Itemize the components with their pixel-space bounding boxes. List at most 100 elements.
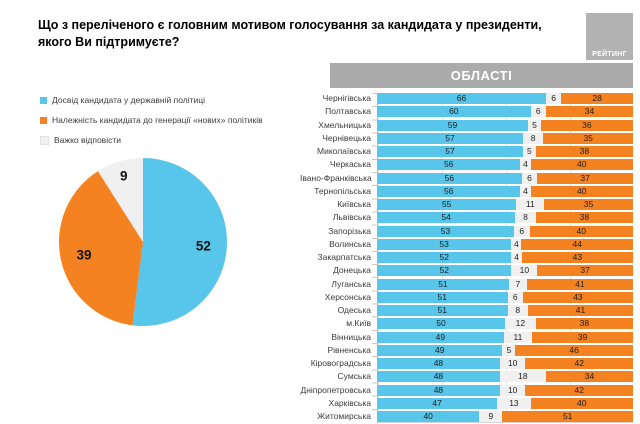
region-row: Черкаська 56 4 40 (300, 159, 633, 171)
region-bar: 40 9 51 (377, 411, 633, 422)
region-row: Луганська 51 7 41 (300, 278, 633, 290)
bar-segment-hard-to-say: 11 (503, 331, 533, 343)
bar-segment-experience: 60 (377, 106, 531, 118)
bar-segment-hard-to-say: 10 (499, 384, 526, 396)
bar-segment-new-politicians: 44 (521, 238, 633, 250)
region-row: Донецька 52 10 37 (300, 265, 633, 277)
oblast-bar-chart: Чернігівська 66 6 28 Полтавська 60 6 34 Хмельниц… (300, 93, 634, 423)
legend-item: Належність кандидата до генерації «нових… (40, 110, 263, 130)
region-bar: 56 6 37 (377, 172, 633, 184)
bar-segment-hard-to-say: 4 (520, 185, 531, 197)
title-line-2: якого Ви підтримуєте? (38, 35, 180, 49)
bar-segment-experience: 51 (377, 291, 508, 303)
region-label: Миколаївська (317, 146, 371, 156)
bar-segment-new-politicians: 38 (535, 318, 633, 330)
bar-segment-experience: 51 (377, 305, 508, 316)
region-label: Сумська (337, 371, 371, 382)
bar-segment-new-politicians: 35 (543, 132, 633, 144)
region-row: Рівненська 49 5 46 (300, 344, 633, 356)
region-bar: 55 11 35 (377, 199, 633, 210)
bar-segment-new-politicians: 46 (515, 344, 633, 356)
region-label: Рівненська (327, 344, 371, 355)
region-bar: 48 18 34 (377, 371, 633, 383)
region-label: Чернівецька (322, 132, 371, 143)
bar-segment-new-politicians: 37 (537, 265, 633, 277)
pie-chart: 52 39 9 (59, 158, 228, 326)
bar-segment-hard-to-say: 8 (515, 212, 536, 224)
region-bar: 50 12 38 (377, 318, 633, 330)
region-row: Харківська 47 13 40 (300, 397, 633, 409)
bar-segment-new-politicians: 42 (525, 358, 633, 369)
bar-segment-new-politicians: 42 (525, 384, 633, 396)
region-bar: 52 10 37 (377, 265, 633, 277)
bar-segment-experience: 49 (377, 331, 504, 343)
bar-segment-hard-to-say: 5 (522, 146, 536, 157)
region-bar: 56 4 40 (377, 185, 633, 197)
bar-segment-hard-to-say: 6 (521, 172, 538, 184)
bar-segment-hard-to-say: 8 (507, 305, 529, 316)
region-row: Миколаївська 57 5 38 (300, 146, 633, 157)
region-row: м.Київ 50 12 38 (300, 318, 633, 330)
bar-segment-experience: 54 (377, 212, 516, 224)
region-row: Львівська 54 8 38 (300, 212, 633, 224)
region-row: Одеська 51 8 41 (300, 305, 633, 316)
bar-segment-hard-to-say: 9 (479, 411, 503, 422)
bar-segment-experience: 55 (377, 199, 517, 210)
bar-segment-hard-to-say: 18 (499, 371, 546, 383)
bar-segment-new-politicians: 28 (561, 93, 633, 104)
region-row: Івано-Франківська 56 6 37 (300, 172, 633, 184)
legend-item: Важко відповісти (40, 130, 263, 150)
legend-item: Досвід кандидата у державній політиці (40, 90, 263, 110)
bar-segment-experience: 48 (377, 371, 500, 383)
bar-segment-new-politicians: 43 (522, 291, 633, 303)
region-row: Сумська 48 18 34 (300, 371, 633, 383)
bar-segment-new-politicians: 43 (521, 252, 633, 263)
oblast-panel-header: ОБЛАСТІ (330, 63, 633, 88)
bar-segment-experience: 52 (377, 265, 512, 277)
region-bar: 48 10 42 (377, 358, 633, 369)
oblast-panel-title: ОБЛАСТІ (450, 68, 513, 83)
region-bar: 49 11 39 (377, 331, 633, 343)
bar-segment-new-politicians: 40 (530, 397, 633, 409)
title-line-1: Що з переліченого є головним мотивом гол… (38, 18, 542, 32)
region-bar: 52 4 43 (377, 252, 633, 263)
region-label: Івано-Франківська (300, 172, 372, 183)
bar-segment-experience: 56 (377, 185, 521, 197)
region-label: Волинська (329, 238, 371, 249)
bar-segment-hard-to-say: 6 (545, 93, 562, 104)
bar-segment-hard-to-say: 6 (530, 106, 546, 118)
region-label: Вінницька (331, 331, 371, 342)
bar-segment-new-politicians: 51 (502, 411, 633, 422)
bar-segment-new-politicians: 40 (530, 185, 633, 197)
bar-segment-new-politicians: 40 (530, 159, 633, 171)
region-label: Запорізька (328, 225, 371, 236)
bar-segment-hard-to-say: 4 (520, 159, 531, 171)
bar-segment-experience: 40 (377, 411, 480, 422)
region-row: Вінницька 49 11 39 (300, 331, 633, 343)
bar-segment-experience: 53 (377, 238, 512, 250)
bar-segment-experience: 47 (377, 397, 498, 409)
bar-segment-new-politicians: 38 (535, 146, 633, 157)
pie-value-label: 9 (120, 168, 128, 183)
bar-segment-new-politicians: 34 (545, 106, 633, 118)
bar-segment-hard-to-say: 12 (505, 318, 536, 330)
bar-segment-new-politicians: 38 (535, 212, 633, 224)
bar-segment-new-politicians: 40 (529, 225, 633, 237)
bar-segment-hard-to-say: 8 (522, 132, 544, 144)
region-bar: 66 6 28 (377, 93, 633, 104)
bar-segment-experience: 57 (377, 146, 523, 157)
axis-ticks-icon (372, 93, 377, 422)
region-label: Одеська (337, 305, 371, 315)
region-row: Херсонська 51 6 43 (300, 291, 633, 303)
region-label: Донецька (333, 265, 371, 276)
region-bar: 56 4 40 (377, 159, 633, 171)
bar-segment-experience: 56 (377, 172, 522, 184)
pie-value-label: 39 (76, 248, 91, 263)
region-row: Хмельницька 59 5 36 (300, 119, 633, 131)
region-label: Тернопільська (314, 185, 371, 196)
region-label: Закарпатська (317, 252, 371, 262)
region-bar: 60 6 34 (377, 106, 633, 118)
region-bar: 54 8 38 (377, 212, 633, 224)
region-bar: 53 4 44 (377, 238, 633, 250)
region-label: м.Київ (346, 318, 371, 329)
